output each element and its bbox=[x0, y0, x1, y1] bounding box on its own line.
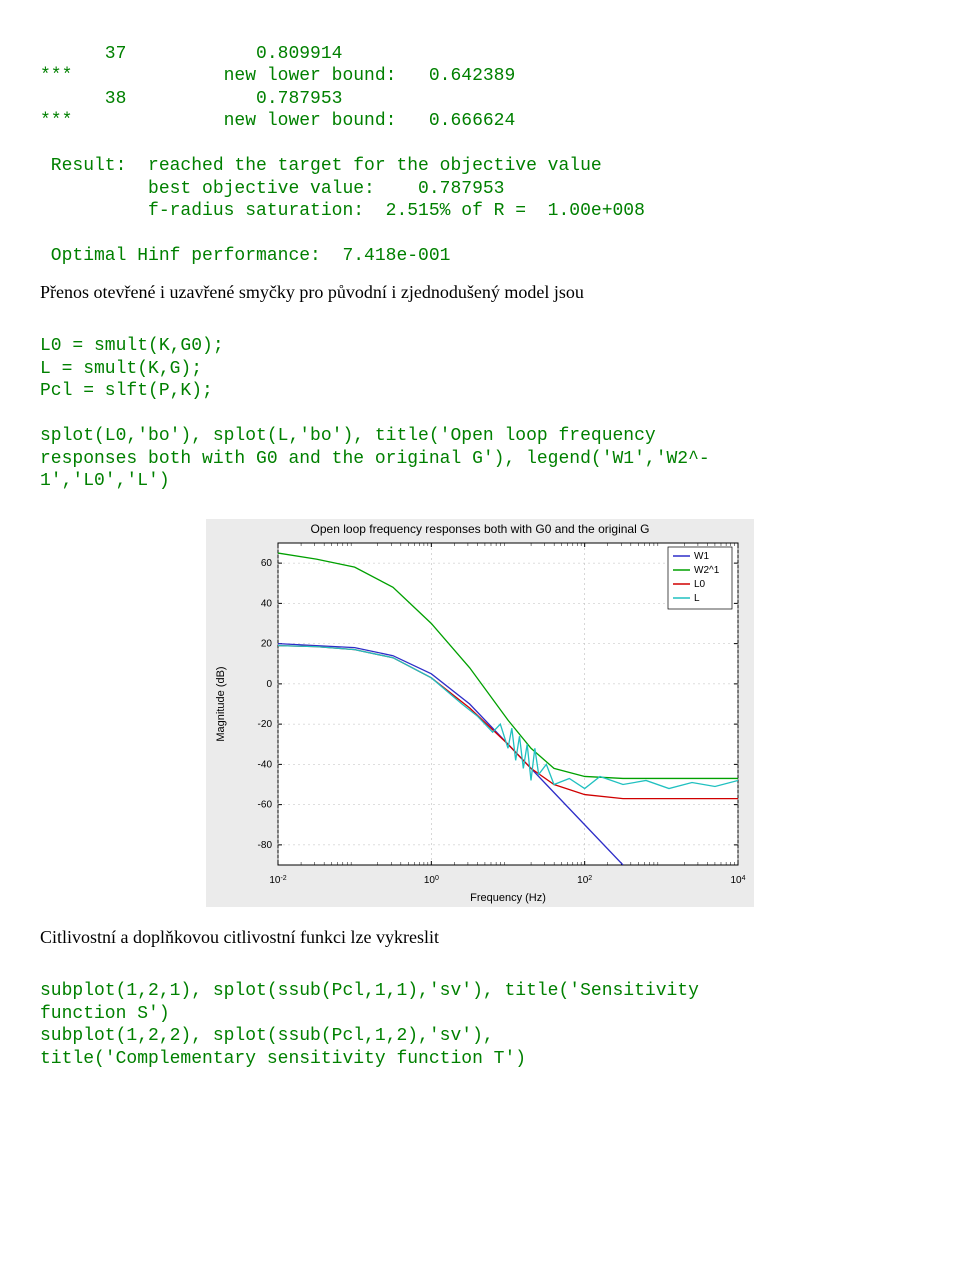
term-line: *** new lower bound: 0.666624 bbox=[40, 111, 515, 131]
code-block-1: L0 = smult(K,G0); L = smult(K,G); Pcl = … bbox=[40, 313, 920, 493]
svg-text:0: 0 bbox=[266, 678, 272, 689]
svg-text:60: 60 bbox=[261, 558, 273, 569]
paragraph-2: Citlivostní a doplňkovou citlivostní fun… bbox=[40, 927, 920, 948]
paragraph-1: Přenos otevřené i uzavřené smyčky pro pů… bbox=[40, 282, 920, 303]
term-line: Result: reached the target for the objec… bbox=[40, 156, 602, 176]
svg-text:Magnitude (dB): Magnitude (dB) bbox=[215, 666, 227, 741]
code-line: subplot(1,2,2), splot(ssub(Pcl,1,2),'sv'… bbox=[40, 1026, 494, 1046]
bode-chart: Open loop frequency responses both with … bbox=[200, 513, 760, 913]
code-line: Pcl = slft(P,K); bbox=[40, 381, 213, 401]
svg-text:L0: L0 bbox=[694, 579, 706, 590]
code-line: splot(L0,'bo'), splot(L,'bo'), title('Op… bbox=[40, 426, 656, 446]
code-line: responses both with G0 and the original … bbox=[40, 449, 710, 469]
term-line: best objective value: 0.787953 bbox=[40, 179, 504, 199]
code-line: function S') bbox=[40, 1004, 170, 1024]
term-line: 37 0.809914 bbox=[40, 44, 342, 64]
svg-text:Open loop frequency responses: Open loop frequency responses both with … bbox=[311, 522, 650, 536]
term-line: Optimal Hinf performance: 7.418e-001 bbox=[40, 246, 450, 266]
svg-text:W2^1: W2^1 bbox=[694, 565, 720, 576]
svg-text:-60: -60 bbox=[258, 799, 273, 810]
code-block-2: subplot(1,2,1), splot(ssub(Pcl,1,1),'sv'… bbox=[40, 958, 920, 1071]
svg-text:-80: -80 bbox=[258, 839, 273, 850]
code-line: L0 = smult(K,G0); bbox=[40, 336, 224, 356]
svg-text:L: L bbox=[694, 593, 700, 604]
svg-text:40: 40 bbox=[261, 598, 273, 609]
svg-text:Frequency (Hz): Frequency (Hz) bbox=[470, 892, 546, 904]
code-line: title('Complementary sensitivity functio… bbox=[40, 1049, 526, 1069]
code-line: L = smult(K,G); bbox=[40, 359, 202, 379]
svg-text:-20: -20 bbox=[258, 719, 273, 730]
svg-text:-40: -40 bbox=[258, 759, 273, 770]
code-line: subplot(1,2,1), splot(ssub(Pcl,1,1),'sv'… bbox=[40, 981, 699, 1001]
term-line: 38 0.787953 bbox=[40, 89, 342, 109]
svg-text:W1: W1 bbox=[694, 551, 709, 562]
code-line: 1','L0','L') bbox=[40, 471, 170, 491]
svg-text:20: 20 bbox=[261, 638, 273, 649]
terminal-output: 37 0.809914 *** new lower bound: 0.64238… bbox=[40, 20, 920, 268]
term-line: *** new lower bound: 0.642389 bbox=[40, 66, 515, 86]
term-line: f-radius saturation: 2.515% of R = 1.00e… bbox=[40, 201, 645, 221]
